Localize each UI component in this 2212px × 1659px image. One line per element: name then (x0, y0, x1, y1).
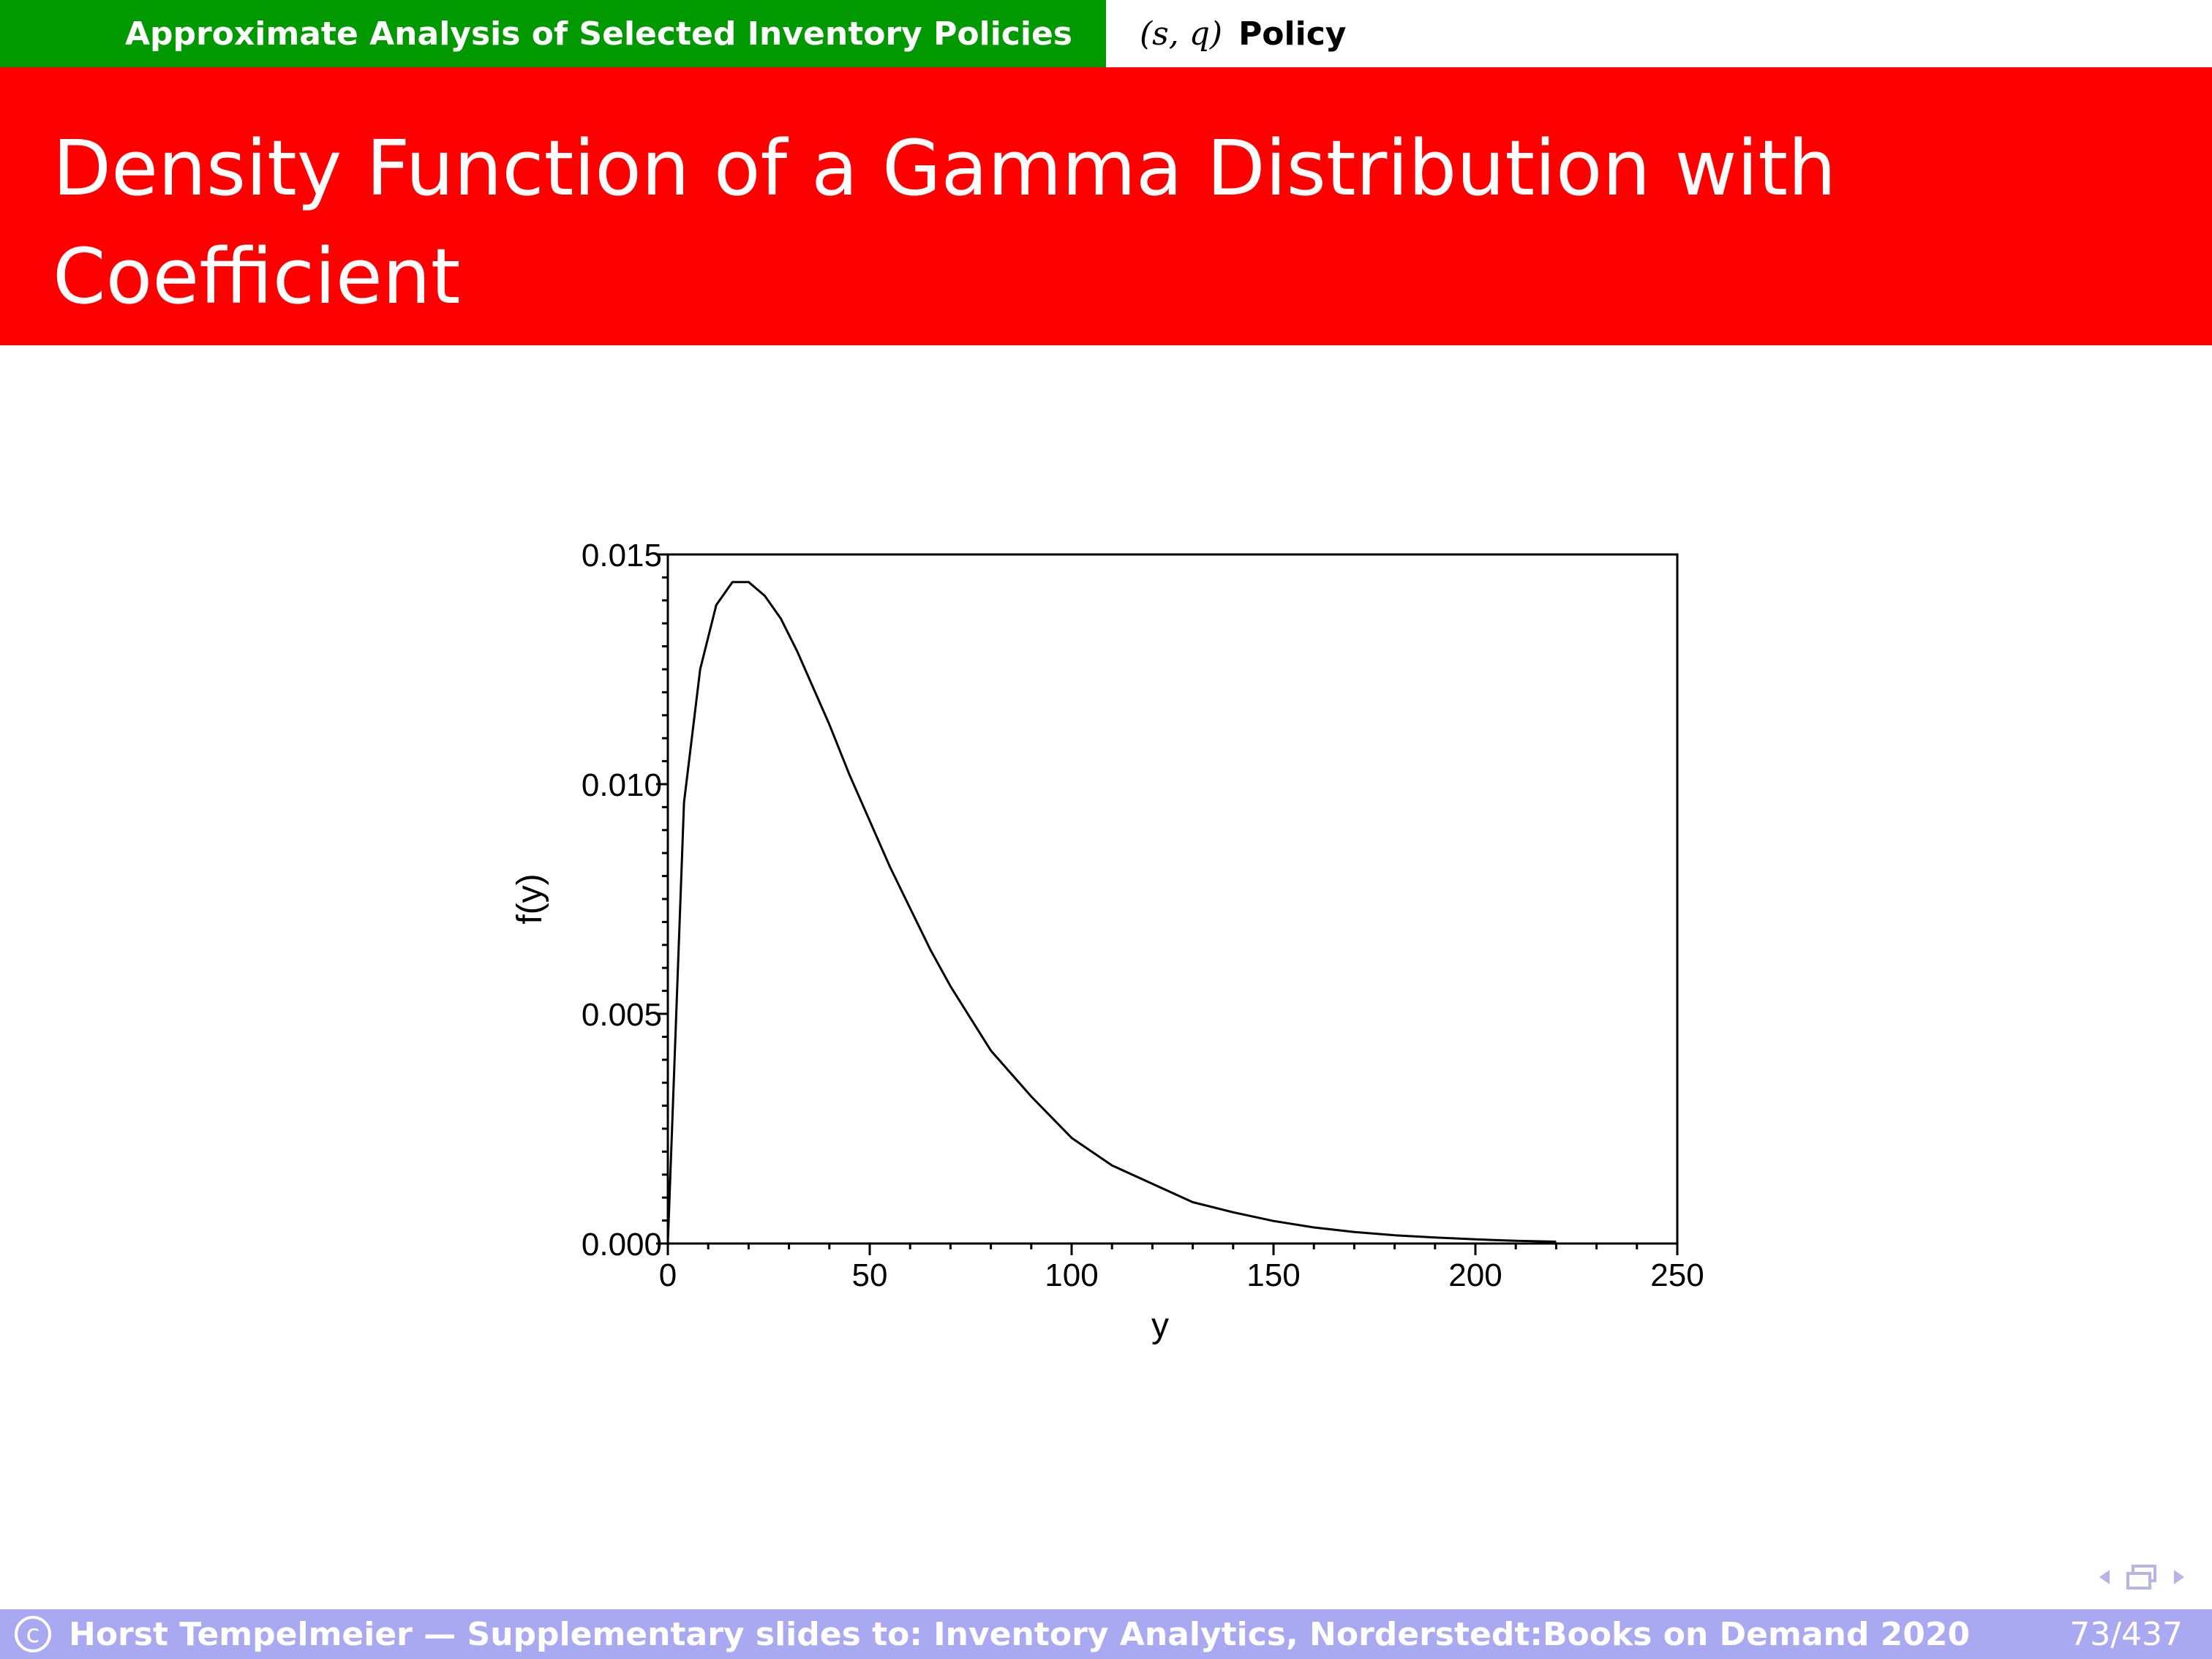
x-tick-label: 250 (1650, 1257, 1704, 1293)
slide-title-line-1: Density Function of a Gamma Distribution… (53, 124, 1837, 321)
copyright-icon: c (15, 1616, 51, 1652)
subsection-math: (s, q) (1140, 15, 1223, 53)
plot-frame (666, 553, 1679, 1245)
frame-icon[interactable] (2126, 1565, 2158, 1590)
navigation-controls (2098, 1561, 2186, 1593)
subsection-label: Policy (1238, 15, 1347, 53)
section-title[interactable]: Approximate Analysis of Selected Invento… (0, 0, 1106, 67)
slide-title-line-2: of Variation CV = 0.8 (53, 340, 851, 429)
footer-text: Horst Tempelmeier — Supplementary slides… (69, 1615, 1971, 1653)
axes-group: 0 50 100 150 200 250 0.000 0.005 0.010 0.015 (582, 538, 1704, 1293)
top-header-bar: Approximate Analysis of Selected Invento… (0, 0, 2212, 67)
density-curve (666, 581, 1557, 1244)
x-tick-label: 0 (659, 1257, 677, 1293)
arrow-left-icon[interactable] (2098, 1568, 2111, 1586)
subsection-title[interactable]: (s, q) Policy (1106, 0, 1346, 67)
x-tick-label: 100 (1045, 1257, 1098, 1293)
footer-bar: c Horst Tempelmeier — Supplementary slid… (0, 1609, 2212, 1659)
x-tick-label: 50 (852, 1257, 888, 1293)
arrow-right-icon[interactable] (2172, 1568, 2186, 1586)
x-axis-label: y (1151, 1306, 1169, 1345)
x-tick-label: 200 (1448, 1257, 1502, 1293)
x-tick-label: 150 (1246, 1257, 1300, 1293)
y-tick-label: 0.005 (582, 997, 662, 1033)
page-number: 73/437 (2069, 1615, 2183, 1653)
y-tick-label: 0.010 (582, 767, 662, 803)
y-tick-label: 0.000 (582, 1227, 662, 1263)
y-tick-label: 0.015 (582, 538, 662, 573)
footer-copyright: c Horst Tempelmeier — Supplementary slid… (15, 1609, 1970, 1659)
y-axis-label: f(y) (511, 873, 549, 924)
slide-title-block: Density Function of a Gamma Distribution… (0, 67, 2212, 429)
